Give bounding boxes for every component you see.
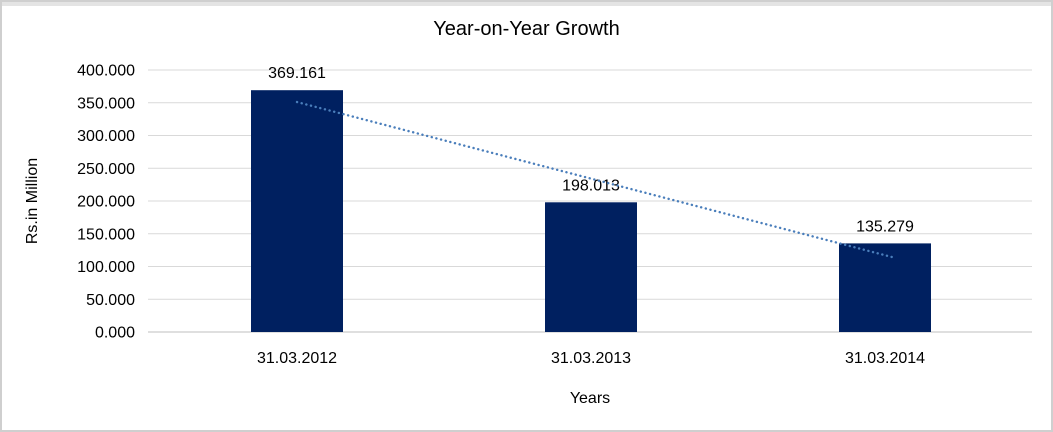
y-tick-label: 350.000	[77, 95, 135, 112]
data-label: 369.161	[268, 65, 326, 82]
y-tick-label: 150.000	[77, 226, 135, 243]
y-tick-label: 400.000	[77, 63, 135, 80]
data-label: 135.279	[856, 218, 914, 235]
category-label: 31.03.2013	[551, 350, 631, 367]
y-tick-label: 50.000	[86, 292, 135, 309]
x-axis-title: Years	[569, 390, 611, 407]
y-tick-label: 300.000	[77, 128, 135, 145]
bar	[839, 243, 931, 332]
category-label: 31.03.2012	[257, 350, 337, 367]
y-tick-label: 0.000	[95, 325, 135, 342]
category-label: 31.03.2014	[845, 350, 925, 367]
chart-title: Year-on-Year Growth	[433, 18, 620, 40]
y-tick-label: 250.000	[77, 161, 135, 178]
data-label: 198.013	[562, 177, 620, 194]
trendline	[295, 100, 894, 259]
bar	[251, 90, 343, 332]
y-tick-label: 200.000	[77, 194, 135, 211]
y-tick-label: 100.000	[77, 259, 135, 276]
window-top-edge	[2, 2, 1051, 6]
bar	[545, 202, 637, 332]
